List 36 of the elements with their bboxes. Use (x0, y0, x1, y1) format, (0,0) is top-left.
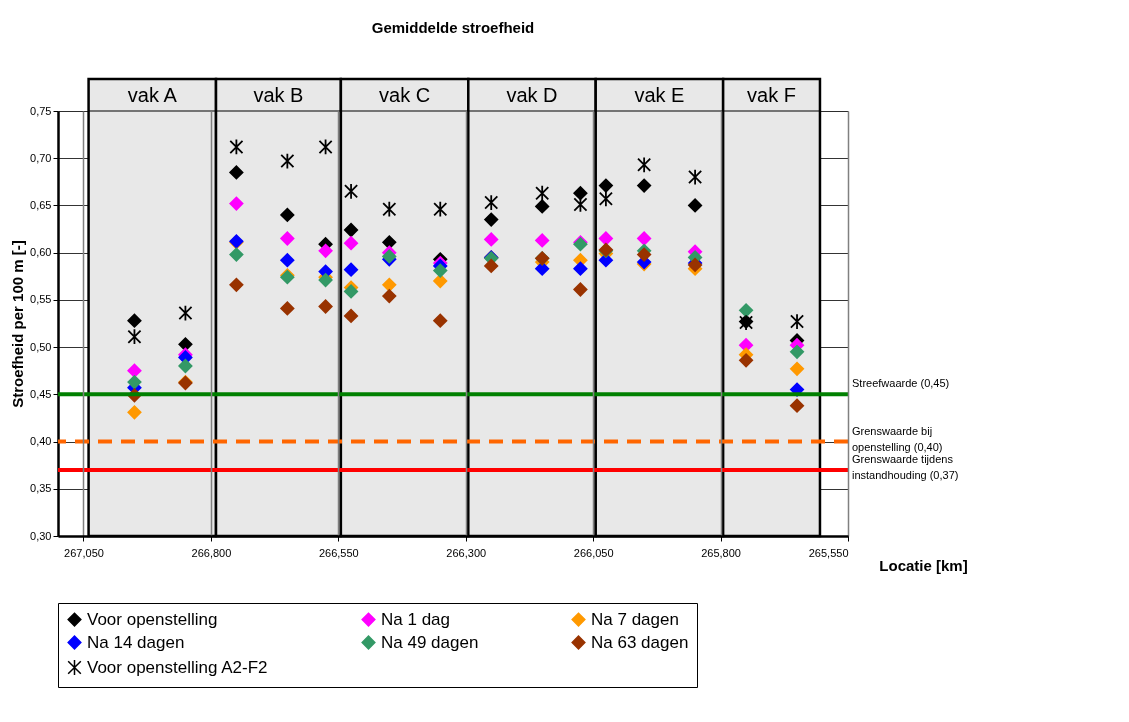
band-label: vak B (253, 84, 304, 106)
y-tick-label: 0,65 (30, 198, 52, 211)
band-label: vak C (379, 84, 431, 106)
band-label: vak F (747, 84, 796, 106)
legend-label: Na 63 dagen (591, 632, 689, 652)
x-tick-label: 266,050 (573, 546, 614, 559)
y-tick-label: 0,70 (30, 151, 52, 164)
ref-line-label: Grenswaarde tijdens instandhouding (0,37) (852, 452, 959, 481)
y-axis-title: Stroefheid per 100 m [-] (9, 240, 27, 408)
legend-label: Na 49 dagen (381, 632, 479, 652)
ref-line-label: Streefwaarde (0,45) (852, 377, 950, 390)
x-axis-title: Locatie [km] (879, 556, 968, 574)
x-tick-label: 266,800 (191, 546, 232, 559)
ref-line-label: Grenswaarde bij openstelling (0,40) (852, 424, 943, 453)
legend-label: Voor openstelling A2-F2 (87, 657, 268, 677)
y-tick-label: 0,60 (30, 246, 52, 259)
y-tick-label: 0,50 (30, 340, 52, 353)
legend-label: Na 7 dagen (591, 609, 679, 629)
x-tick-label: 266,550 (318, 546, 359, 559)
chart-title: Gemiddelde stroefheid (371, 18, 535, 36)
legend-label: Na 14 dagen (87, 632, 185, 652)
y-tick-label: 0,75 (30, 104, 52, 117)
x-tick-label: 265,800 (701, 546, 741, 559)
band-label: vak E (634, 84, 685, 106)
band-label: vak D (506, 84, 558, 106)
y-tick-label: 0,40 (30, 435, 52, 448)
y-tick-label: 0,45 (30, 387, 52, 400)
band-label: vak A (127, 84, 178, 106)
x-tick-label: 267,050 (64, 546, 104, 559)
legend-label: Na 1 dag (381, 609, 450, 629)
legend-label: Voor openstelling (87, 609, 218, 629)
y-tick-label: 0,55 (30, 293, 52, 306)
x-tick-label: 266,300 (446, 546, 487, 559)
y-tick-label: 0,35 (30, 482, 52, 495)
x-tick-label: 265,550 (808, 546, 849, 559)
y-tick-label: 0,30 (30, 529, 52, 542)
